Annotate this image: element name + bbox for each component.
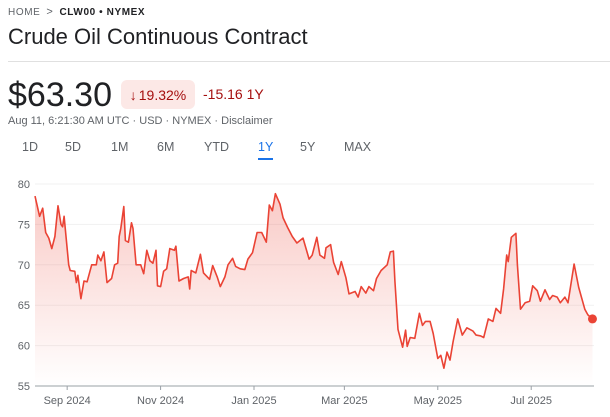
change-percent: 19.32% (138, 86, 187, 103)
breadcrumb-symbol: CLW00 • NYMEX (59, 6, 146, 18)
chevron-right-icon: > (46, 6, 54, 18)
y-tick-label: 65 (18, 300, 30, 312)
breadcrumb-home[interactable]: HOME (8, 6, 41, 18)
tab-1m[interactable]: 1M (111, 140, 129, 154)
tab-6m[interactable]: 6M (157, 140, 175, 154)
arrow-down-icon: ↓ (129, 86, 137, 103)
breadcrumb: HOME > CLW00 • NYMEX (8, 6, 145, 18)
last-price-dot (587, 314, 597, 324)
divider (8, 61, 610, 62)
y-tick-label: 75 (18, 219, 30, 231)
change-absolute: -15.16 1Y (203, 86, 264, 102)
tab-1d[interactable]: 1D (22, 140, 38, 154)
quote-meta: Aug 11, 6:21:30 AM UTC · USD · NYMEX · D… (8, 115, 273, 127)
x-tick-label: Mar 2025 (321, 395, 367, 407)
tab-5d[interactable]: 5D (65, 140, 81, 154)
price-chart[interactable]: 55 60 65 70 75 80 Sep 2024 Nov 2024 Jan 2025 Mar … (0, 170, 610, 417)
x-tick-label: Sep 2024 (44, 395, 91, 407)
change-percent-badge: ↓ 19.32% (121, 80, 195, 109)
tab-5y[interactable]: 5Y (300, 140, 316, 154)
tab-1y[interactable]: 1Y (258, 140, 274, 160)
current-price: $63.30 (8, 76, 112, 114)
y-tick-label: 55 (18, 381, 30, 393)
page-title: Crude Oil Continuous Contract (8, 24, 308, 49)
x-tick-label: Jan 2025 (231, 395, 276, 407)
x-tick-label: May 2025 (414, 395, 462, 407)
tab-ytd[interactable]: YTD (204, 140, 229, 154)
price-line (34, 192, 594, 369)
y-tick-label: 80 (18, 179, 30, 191)
tab-max[interactable]: MAX (344, 140, 372, 154)
price-area (35, 193, 593, 386)
x-tick-label: Jul 2025 (510, 395, 552, 407)
x-tick-label: Nov 2024 (137, 395, 184, 407)
y-tick-label: 60 (18, 341, 30, 353)
y-tick-label: 70 (18, 260, 30, 272)
